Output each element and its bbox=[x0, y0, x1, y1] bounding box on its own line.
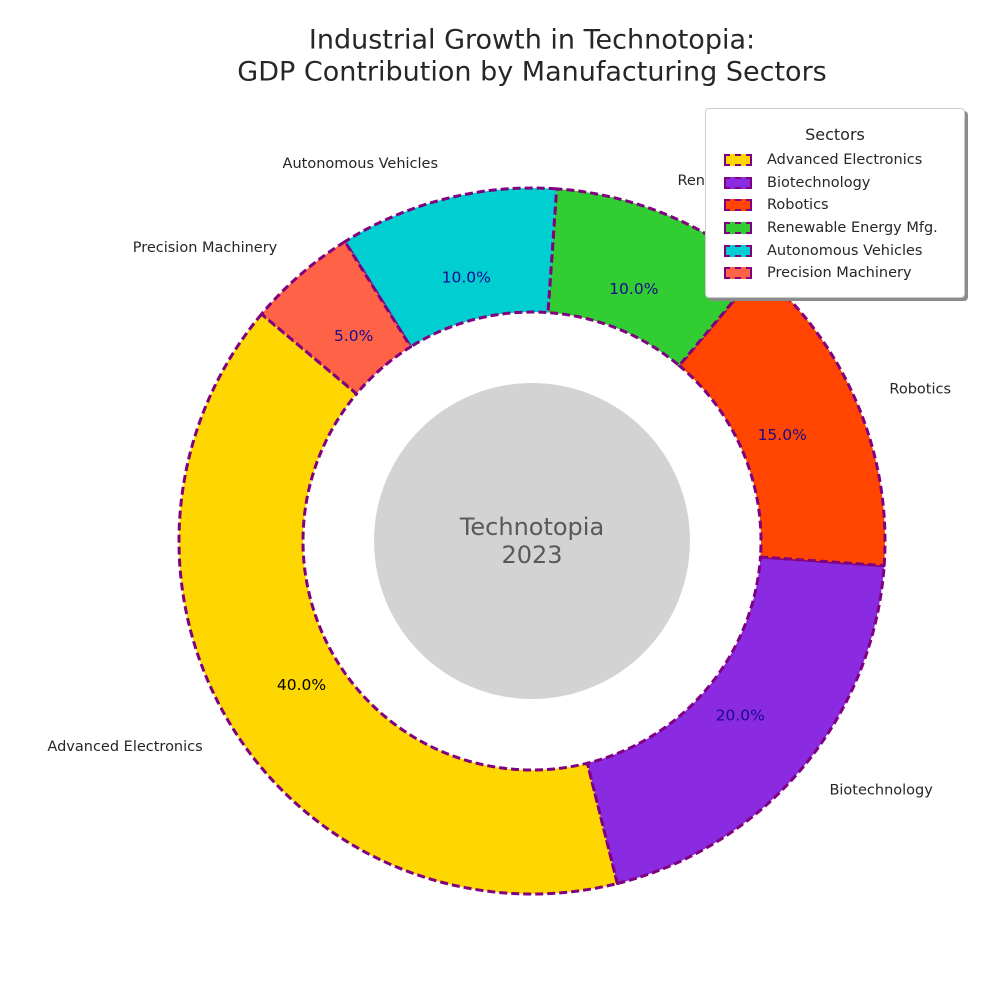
slice-pct-renewable-energy-mfg: 10.0% bbox=[609, 280, 658, 298]
legend-label: Biotechnology bbox=[767, 174, 871, 191]
legend-item-renewable-energy-mfg: Renewable Energy Mfg. bbox=[724, 217, 938, 240]
slice-pct-biotechnology: 20.0% bbox=[716, 707, 765, 725]
slice-label-biotechnology: Biotechnology bbox=[829, 783, 933, 799]
slice-biotechnology bbox=[585, 555, 886, 886]
legend-label: Advanced Electronics bbox=[767, 152, 923, 169]
legend-swatch bbox=[724, 176, 752, 189]
donut-slices bbox=[177, 186, 887, 896]
percentage-labels: 40.0% 20.0% 15.0% 10.0% 10.0% 5.0% bbox=[277, 268, 807, 724]
legend-swatch bbox=[724, 222, 752, 235]
legend-item-advanced-electronics: Advanced Electronics bbox=[724, 149, 938, 172]
slice-pct-robotics: 15.0% bbox=[758, 426, 807, 444]
center-disc bbox=[374, 383, 690, 699]
legend-title: Sectors bbox=[805, 125, 865, 144]
legend-label: Robotics bbox=[767, 197, 829, 214]
chart-title: Industrial Growth in Technotopia:GDP Con… bbox=[237, 25, 826, 88]
slice-autonomous-vehicles bbox=[343, 186, 559, 349]
slice-precision-machinery bbox=[260, 240, 413, 396]
slice-pct-advanced-electronics: 40.0% bbox=[277, 676, 326, 694]
slice-label-autonomous-vehicles: Autonomous Vehicles bbox=[283, 156, 439, 172]
legend-swatch bbox=[724, 244, 752, 257]
legend-swatch bbox=[724, 267, 752, 280]
legend-item-robotics: Robotics bbox=[724, 194, 938, 217]
legend-label: Renewable Energy Mfg. bbox=[767, 220, 938, 237]
slice-label-precision-machinery: Precision Machinery bbox=[133, 240, 278, 256]
legend-label: Precision Machinery bbox=[767, 265, 912, 282]
legend-label: Autonomous Vehicles bbox=[767, 242, 923, 259]
chart-title-line: GDP Contribution by Manufacturing Sector… bbox=[237, 57, 826, 88]
slice-pct-precision-machinery: 5.0% bbox=[334, 327, 373, 345]
slice-label-robotics: Robotics bbox=[889, 381, 951, 397]
legend-swatch bbox=[724, 199, 752, 212]
slice-robotics bbox=[677, 269, 887, 568]
legend-item-autonomous-vehicles: Autonomous Vehicles bbox=[724, 239, 938, 262]
center-label-line: 2023 bbox=[501, 541, 562, 569]
legend-swatch bbox=[724, 154, 752, 167]
legend: Sectors Advanced Electronics Biotechnolog… bbox=[705, 108, 965, 298]
slice-pct-autonomous-vehicles: 10.0% bbox=[442, 268, 491, 286]
slice-advanced-electronics bbox=[177, 312, 619, 896]
legend-items: Advanced Electronics Biotechnology Robotic… bbox=[724, 149, 938, 285]
slice-label-advanced-electronics: Advanced Electronics bbox=[47, 739, 202, 755]
center-label-line: Technotopia bbox=[459, 513, 604, 541]
legend-item-precision-machinery: Precision Machinery bbox=[724, 262, 938, 285]
chart-title-line: Industrial Growth in Technotopia: bbox=[309, 25, 755, 56]
legend-item-biotechnology: Biotechnology bbox=[724, 172, 938, 195]
